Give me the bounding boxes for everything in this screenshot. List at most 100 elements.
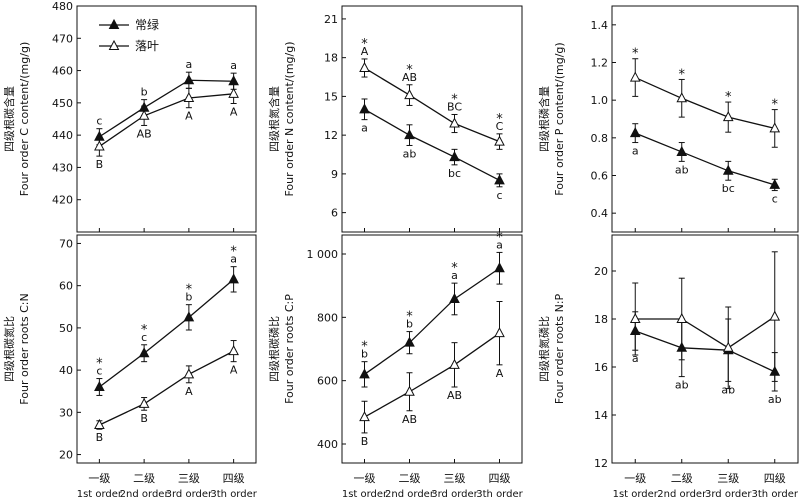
y-axis-title-cn: 四级根磷含量 [537,86,551,152]
significance-letter: A [230,106,238,119]
marker-open-triangle [138,109,150,120]
y-axis-title-cn: 四级根碳磷比 [267,316,281,382]
series-line-evergreen [635,132,775,186]
marker-open-triangle [183,368,195,379]
significance-letter: a [361,122,368,135]
x-tick-label-cn: 一级 [354,472,376,485]
y-axis-title-en: Four order N content/(mg/g) [283,42,296,197]
y-tick-label: 0.8 [591,132,609,145]
significance-letter: c [96,365,102,378]
legend-label-deciduous: 落叶 [135,39,159,53]
significance-letter: ab [768,393,782,406]
series-line-evergreen [364,108,500,181]
marker-open-triangle [94,140,105,151]
marker-open-triangle [183,91,195,103]
y-axis-title-cn: 四级根氮含量 [267,86,281,152]
significance-letter: B [96,431,104,444]
panel-6: 12 14 16 18 20 一级 1st order 二级 2nd order 三级 3rd or… [537,234,799,500]
significance-letter: bc [448,167,461,180]
significance-letter: c [96,115,102,128]
marker-open-triangle [722,341,734,352]
y-tick-label: 1 000 [307,248,339,261]
y-tick-label: 1.2 [591,57,609,70]
significance-star: * [141,323,148,338]
x-tick-label-cn: 二级 [671,472,693,485]
significance-star: * [96,357,103,372]
significance-star: * [679,67,686,82]
significance-letter: AB [402,413,417,426]
marker-filled-triangle [494,262,505,273]
marker-filled-triangle [722,164,734,175]
significance-star: * [361,37,368,52]
y-tick-label: 50 [59,322,73,335]
plot-frame [341,234,523,464]
significance-letter: a [186,58,193,71]
significance-letter: c [772,193,778,206]
y-axis-title-cn: 四级根碳氮比 [2,316,16,382]
significance-letter: a [451,269,458,282]
series-line-evergreen [635,330,776,373]
x-tick-label-en: 1st order [77,489,123,500]
significance-letter: B [96,158,104,171]
y-tick-label: 440 [52,129,73,142]
y-axis-title-cn: 四级根碳含量 [2,86,16,152]
y-axis-title-en: Four order roots C:P [283,294,296,404]
y-tick-label: 21 [324,13,338,26]
marker-open-triangle [629,312,641,323]
marker-filled-triangle [183,311,195,322]
marker-open-triangle [769,310,781,321]
x-tick-label-en: 3th order [476,489,523,500]
series-line-evergreen [98,278,235,388]
y-tick-label: 20 [594,265,608,278]
y-tick-label: 12 [324,129,338,142]
x-tick-label-cn: 二级 [399,472,421,485]
marker-filled-triangle [228,75,239,86]
marker-filled-triangle [676,145,688,156]
significance-letter: a [230,59,237,72]
significance-letter: A [230,364,238,377]
y-axis-title-en: Four order C content/(mg/g) [18,42,31,196]
x-tick-label-cn: 一级 [624,472,646,485]
marker-filled-triangle [769,178,781,189]
significance-letter: C [496,120,504,133]
y-axis-title-en: Four order P content/(mg/g) [553,42,566,195]
y-tick-label: 800 [317,311,338,324]
y-tick-label: 0.6 [591,170,609,183]
y-tick-label: 18 [594,313,608,326]
significance-letter: ab [721,383,735,396]
x-tick-label-en: 1st order [342,489,388,500]
significance-letter: b [361,348,368,361]
significance-letter: a [632,352,639,365]
x-tick-label-cn: 四级 [223,472,245,485]
significance-star: * [496,230,503,245]
x-tick-label-cn: 一级 [88,472,110,485]
marker-open-triangle [494,327,505,338]
panel-1: 420 430 440 450 460 470 480 四级根碳含量 Four order C … [2,0,257,233]
significance-letter: AB [137,127,152,140]
plot-frame [76,5,257,233]
significance-star: * [632,47,639,62]
significance-star: * [451,261,458,276]
x-tick-label-en: 3th order [210,489,257,500]
marker-filled-triangle [404,129,415,140]
significance-letter: B [140,412,148,425]
marker-filled-triangle [228,273,239,284]
marker-open-triangle [449,358,460,369]
significance-letter: c [141,331,147,344]
significance-star: * [772,98,779,113]
series-line-evergreen [99,79,234,138]
marker-filled-triangle [94,380,105,391]
significance-star: * [725,90,732,105]
y-tick-label: 400 [317,438,338,451]
marker-filled-triangle [404,336,415,347]
y-axis-title-en: Four order roots N:P [553,293,566,404]
significance-letter: ab [403,147,417,160]
y-tick-label: 460 [52,65,73,78]
y-tick-label: 14 [594,409,608,422]
significance-letter: a [230,253,237,266]
significance-letter: AB [447,389,462,402]
marker-open-triangle [494,135,505,146]
marker-filled-triangle [138,347,150,358]
significance-star: * [406,310,413,325]
